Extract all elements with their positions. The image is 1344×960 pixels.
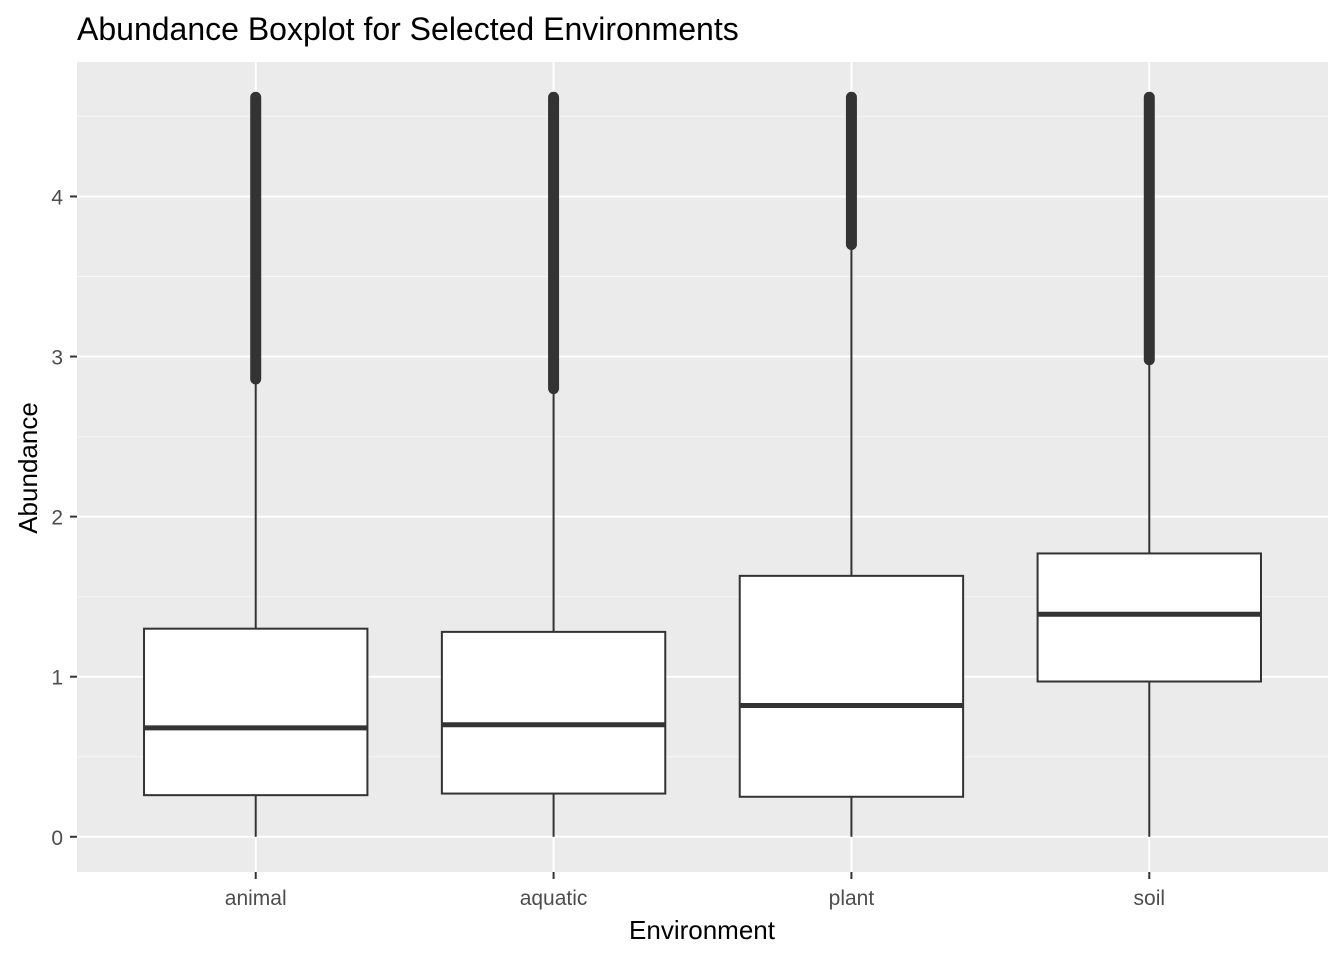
box-animal — [143, 91, 369, 837]
iqr-box — [440, 630, 667, 795]
box-layer — [143, 91, 1262, 837]
chart-title: Abundance Boxplot for Selected Environme… — [77, 11, 739, 47]
y-axis-title: Abundance — [13, 402, 43, 534]
axis-layer: 0 1 2 3 4 animal aquatic plant soil — [51, 186, 1165, 910]
iqr-box — [738, 574, 965, 798]
box-aquatic — [440, 91, 667, 837]
box-soil — [1036, 91, 1262, 837]
x-tick-label: aquatic — [520, 887, 588, 910]
y-tick-label: 2 — [51, 507, 63, 530]
y-tick-label: 0 — [51, 827, 63, 850]
x-tick-label: soil — [1134, 887, 1166, 910]
x-tick-label: plant — [829, 887, 875, 910]
iqr-box — [143, 627, 369, 797]
iqr-box — [1036, 552, 1262, 683]
y-tick-label: 1 — [51, 667, 63, 690]
box-plant — [738, 91, 965, 837]
y-tick-label: 4 — [51, 186, 63, 209]
y-tick-label: 3 — [51, 347, 63, 370]
x-tick-label: animal — [225, 887, 287, 910]
x-axis-title: Environment — [629, 915, 776, 945]
